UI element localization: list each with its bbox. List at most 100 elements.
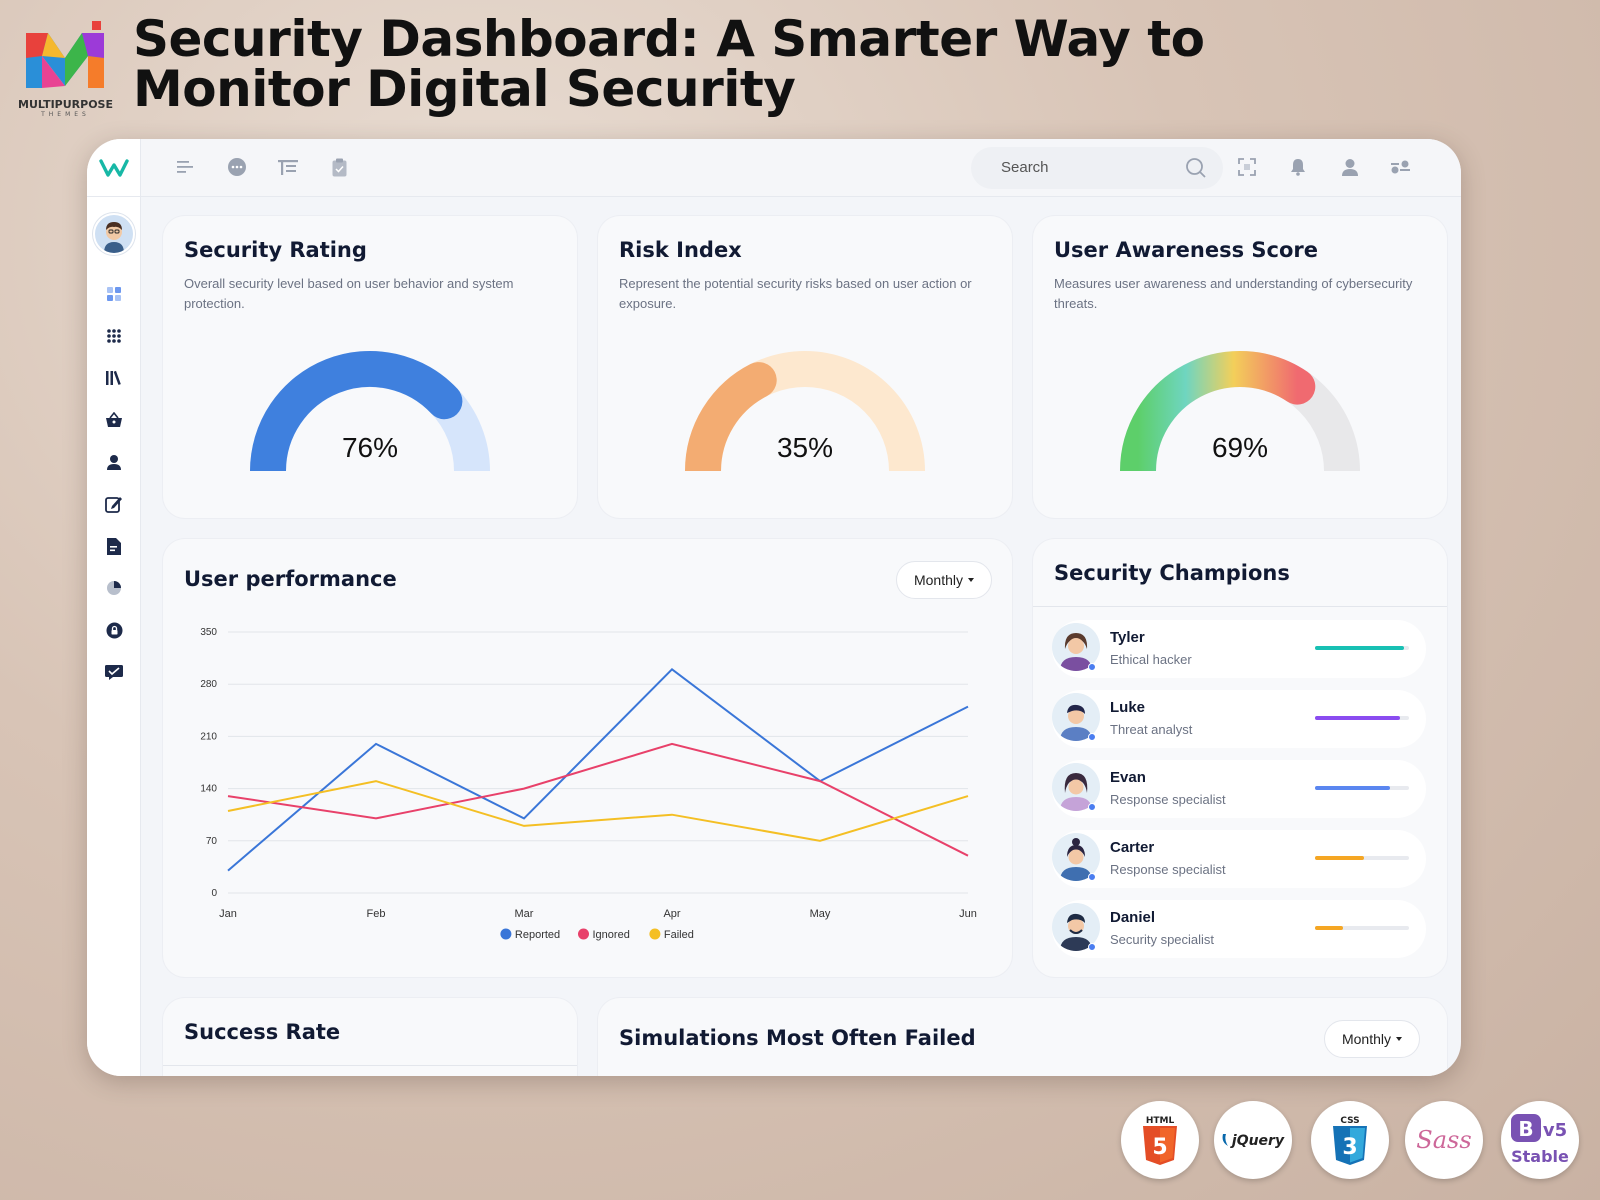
- bootstrap-stable: Stable: [1511, 1147, 1569, 1166]
- chevron-down-icon: [968, 578, 975, 582]
- security-rating-value: 76%: [341, 432, 399, 463]
- chat-icon[interactable]: [225, 155, 249, 179]
- card-title: User performance: [184, 567, 397, 591]
- sass-icon: Sass: [1416, 1126, 1471, 1154]
- layout-icon[interactable]: [276, 155, 300, 179]
- app-logo[interactable]: [87, 139, 141, 197]
- progress-track: [1315, 786, 1409, 790]
- svg-text:3: 3: [1342, 1135, 1357, 1160]
- notification-bell-icon[interactable]: [1286, 155, 1310, 179]
- divider: [163, 1065, 577, 1066]
- champion-item[interactable]: Luke Threat analyst: [1052, 690, 1426, 748]
- card-title: Risk Index: [619, 238, 742, 262]
- series-line-failed: [227, 780, 969, 842]
- progress-bar: [1315, 926, 1344, 930]
- edit-icon[interactable]: [102, 492, 126, 516]
- card-title: Success Rate: [184, 1020, 341, 1044]
- progress-bar: [1315, 856, 1364, 860]
- champion-role: Threat analyst: [1110, 722, 1193, 737]
- user-awareness-gauge: [1120, 351, 1360, 471]
- progress-track: [1315, 716, 1409, 720]
- menu-toggle-icon[interactable]: [173, 155, 197, 179]
- legend-label: Reported: [515, 929, 560, 941]
- champion-item[interactable]: Evan Response specialist: [1052, 760, 1426, 818]
- champion-role: Response specialist: [1110, 792, 1226, 807]
- security-champions-card: Security Champions Tyler Ethical hacker …: [1033, 539, 1447, 977]
- html5-icon: HTML 5: [1143, 1116, 1177, 1165]
- status-dot: [1088, 873, 1096, 881]
- search-icon[interactable]: [1185, 157, 1207, 184]
- search-box[interactable]: Search: [971, 147, 1223, 189]
- status-dot: [1088, 803, 1096, 811]
- sass-badge: Sass: [1405, 1101, 1483, 1179]
- champion-name: Daniel: [1110, 909, 1156, 926]
- x-tick-label: Feb: [367, 908, 386, 920]
- html5-label: HTML: [1146, 1116, 1175, 1126]
- user-awareness-value: 69%: [1211, 432, 1269, 463]
- series-line-reported: [227, 667, 969, 872]
- legend-label: Failed: [664, 929, 694, 941]
- basket-icon[interactable]: [102, 408, 126, 432]
- document-icon[interactable]: [102, 534, 126, 558]
- champion-role: Security specialist: [1110, 932, 1215, 947]
- jquery-icon: jQuery: [1222, 1133, 1285, 1149]
- x-tick-label: Jan: [219, 908, 237, 920]
- lock-icon[interactable]: [102, 618, 126, 642]
- sass-label: Sass: [1416, 1126, 1471, 1154]
- champion-name: Tyler: [1110, 629, 1145, 646]
- x-tick-label: Apr: [663, 908, 680, 920]
- avatar: [1052, 693, 1100, 741]
- svg-text:B: B: [1518, 1117, 1533, 1141]
- y-tick-label: 0: [211, 888, 217, 899]
- library-icon[interactable]: [102, 366, 126, 390]
- champion-role: Ethical hacker: [1110, 652, 1192, 667]
- y-tick-label: 70: [206, 836, 218, 847]
- pie-chart-icon[interactable]: [102, 576, 126, 600]
- card-title: Security Champions: [1054, 561, 1290, 585]
- card-title: User Awareness Score: [1054, 238, 1318, 262]
- simulations-card: Simulations Most Often Failed Monthly: [598, 998, 1447, 1076]
- x-tick-label: May: [810, 908, 831, 920]
- clipboard-icon[interactable]: [327, 155, 351, 179]
- risk-index-gauge: [685, 351, 925, 471]
- card-description: Represent the potential security risks b…: [619, 276, 972, 311]
- champion-item[interactable]: Carter Response specialist: [1052, 830, 1426, 888]
- profile-icon[interactable]: [1338, 155, 1362, 179]
- dashboard-window: Search Security Rating Overall security …: [87, 139, 1461, 1076]
- period-dropdown-label: Monthly: [913, 572, 964, 588]
- user-performance-chart: 0 70 140 210 280 350 Jan Feb Mar Apr May Jun Reporte…: [200, 627, 977, 941]
- champion-name: Carter: [1110, 839, 1155, 856]
- bootstrap-icon: B v5 Stable: [1511, 1114, 1569, 1166]
- divider: [1033, 606, 1447, 607]
- user-avatar[interactable]: [93, 213, 135, 255]
- success-rate-card: Success Rate: [163, 998, 577, 1076]
- bootstrap-badge: B v5 Stable: [1501, 1101, 1579, 1179]
- period-dropdown[interactable]: Monthly: [1324, 1020, 1420, 1058]
- jquery-badge: jQuery: [1214, 1101, 1292, 1179]
- x-tick-label: Jun: [959, 908, 977, 920]
- search-input[interactable]: Search: [1001, 159, 1049, 176]
- topbar: Search: [141, 139, 1461, 197]
- brand-logo: MULTIPURPOSE THEMES: [18, 18, 113, 123]
- fullscreen-icon[interactable]: [1235, 155, 1259, 179]
- security-rating-card: Security Rating Overall security level b…: [163, 216, 577, 518]
- user-awareness-card: User Awareness Score Measures user aware…: [1033, 216, 1447, 518]
- page-headline: Security Dashboard: A Smarter Way to Mon…: [133, 10, 1205, 118]
- brand-mark-icon: [26, 21, 104, 88]
- y-tick-label: 350: [200, 627, 217, 638]
- apps-grid-icon[interactable]: [102, 324, 126, 348]
- chevron-down-icon: [1396, 1037, 1403, 1041]
- champion-item[interactable]: Daniel Security specialist: [1052, 900, 1426, 958]
- css3-label: CSS: [1340, 1116, 1359, 1126]
- progress-bar: [1315, 716, 1400, 720]
- champion-item[interactable]: Tyler Ethical hacker: [1052, 620, 1426, 678]
- legend-label: Ignored: [593, 929, 630, 941]
- period-dropdown[interactable]: Monthly: [896, 561, 992, 599]
- champion-name: Luke: [1110, 699, 1146, 716]
- avatar: [1052, 623, 1100, 671]
- messages-icon[interactable]: [102, 660, 126, 684]
- dashboard-icon[interactable]: [102, 282, 126, 306]
- settings-toggle-icon[interactable]: [1389, 155, 1413, 179]
- css3-icon: CSS 3: [1333, 1116, 1367, 1165]
- user-icon[interactable]: [102, 450, 126, 474]
